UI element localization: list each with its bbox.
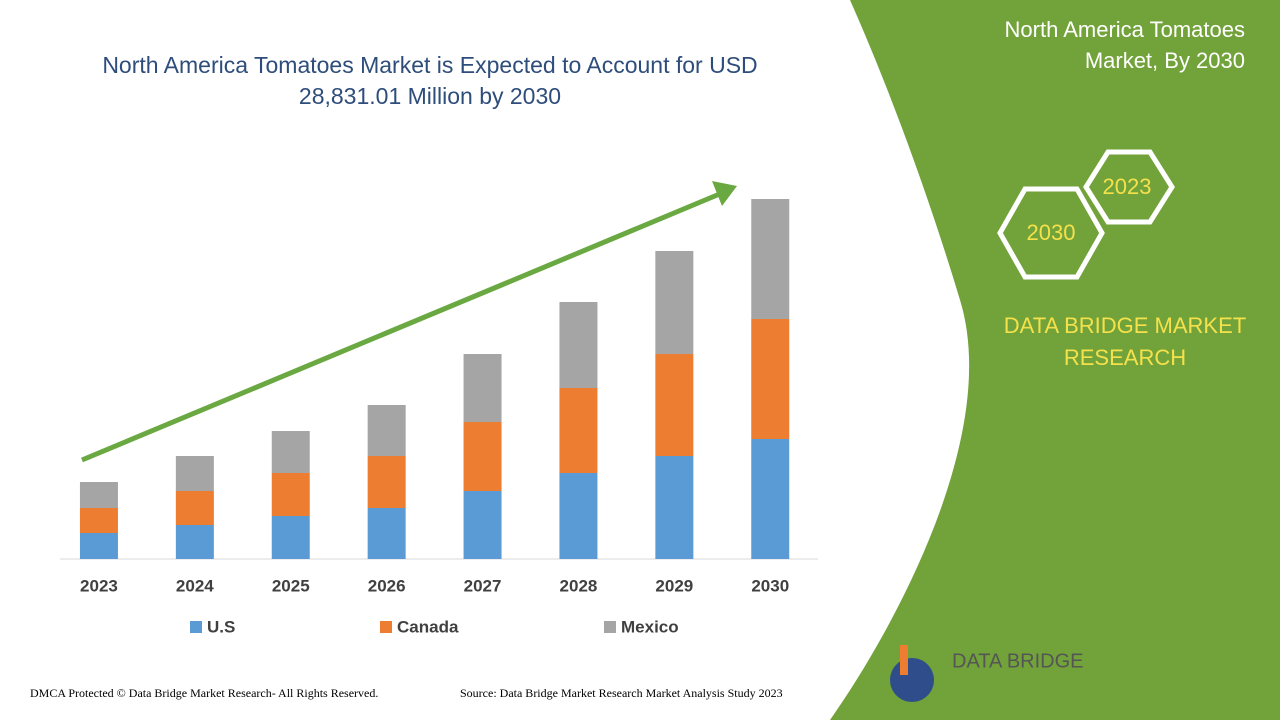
bar-segment (463, 354, 502, 422)
brand: DATA BRIDGE MARKET RESEARCH (1003, 313, 1247, 370)
bar-segment (79, 508, 118, 533)
bar-segment (655, 354, 694, 456)
bar-segment (79, 533, 118, 559)
logo-icon (890, 658, 934, 702)
legend-label: Canada (397, 617, 459, 636)
bar-segment (751, 199, 790, 319)
x-tick-label: 2025 (272, 576, 310, 595)
x-tick-label: 2030 (751, 576, 789, 595)
bar-segment (559, 302, 598, 388)
x-tick-label: 2023 (80, 576, 118, 595)
title-box: North America Tomatoes Market is Expecte… (102, 52, 758, 109)
bar-segment (463, 422, 502, 491)
x-tick-label: 2024 (176, 576, 214, 595)
hex-label: 2023 (1103, 174, 1152, 199)
legend-swatch (190, 621, 202, 633)
bar-segment (271, 431, 310, 473)
panel-title-box: North America Tomatoes Market, By 2030 (1004, 17, 1245, 73)
bar-segment (271, 516, 310, 559)
hex-label: 2030 (1027, 220, 1076, 245)
x-tick-label: 2026 (368, 576, 406, 595)
bar-segment (559, 388, 598, 473)
footer-right: Source: Data Bridge Market Research Mark… (460, 686, 783, 700)
legend-swatch (380, 621, 392, 633)
logo-text: DATA BRIDGE (952, 650, 1084, 672)
bar-segment (367, 405, 406, 456)
bar-segment (175, 456, 214, 491)
bar-segment (655, 456, 694, 559)
chart-title: North America Tomatoes Market is Expecte… (102, 52, 758, 109)
hexagon (997, 186, 1105, 280)
footer-left: DMCA Protected © Data Bridge Market Rese… (30, 686, 378, 700)
bar-segment (271, 473, 310, 516)
brand-box: DATA BRIDGE MARKET RESEARCH (1003, 313, 1247, 370)
x-tick-label: 2027 (464, 576, 502, 595)
bar-segment (175, 491, 214, 525)
bar-segment (79, 482, 118, 508)
logo-icon (900, 645, 908, 675)
hexagon (1083, 149, 1175, 225)
bar-segment (751, 439, 790, 559)
bar-segment (175, 525, 214, 559)
legend-label: U.S (207, 617, 235, 636)
bar-segment (751, 319, 790, 439)
panel-title: North America Tomatoes Market, By 2030 (1004, 17, 1245, 73)
legend-label: Mexico (621, 617, 679, 636)
legend-swatch (604, 621, 616, 633)
bar-segment (367, 508, 406, 559)
trend-arrow (81, 190, 723, 463)
bar-segment (463, 491, 502, 559)
trend-arrow-head (712, 181, 737, 206)
x-tick-label: 2028 (560, 576, 598, 595)
bar-segment (559, 473, 598, 559)
x-tick-label: 2029 (655, 576, 693, 595)
bar-segment (367, 456, 406, 508)
bar-segment (655, 251, 694, 354)
